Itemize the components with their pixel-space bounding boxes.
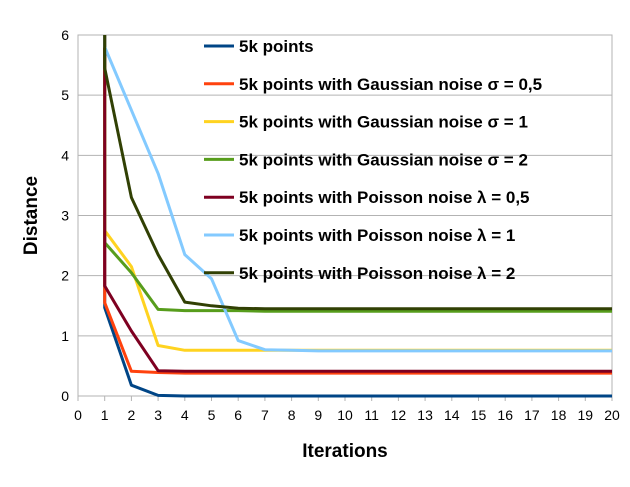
legend-label: 5k points: [239, 37, 314, 56]
series-lines: [103, 35, 612, 398]
x-tick-label: 1: [101, 407, 109, 423]
x-tick-label: 3: [154, 407, 162, 423]
x-tick-label: 7: [261, 407, 269, 423]
x-tick-label: 13: [417, 407, 433, 423]
x-tick-label: 20: [604, 407, 620, 423]
x-tick-label: 6: [234, 407, 242, 423]
x-tick-label: 12: [391, 407, 407, 423]
y-tick-label: 0: [61, 388, 69, 404]
y-axis-ticks: 0 1 2 3 4 5 6: [61, 27, 69, 404]
x-tick-label: 8: [288, 407, 296, 423]
series-line-7: [103, 35, 612, 311]
y-tick-label: 5: [61, 87, 69, 103]
legend-label: 5k points with Gaussian noise σ = 0,5: [239, 75, 542, 94]
x-tick-label: 15: [471, 407, 487, 423]
x-tick-label: 19: [578, 407, 594, 423]
series-line-2: [103, 35, 612, 375]
legend: 5k points 5k points with Gaussian noise σ…: [204, 37, 542, 283]
legend-label: 5k points with Poisson noise λ = 2: [239, 264, 515, 283]
y-axis-title: Distance: [21, 176, 42, 255]
x-tick-label: 2: [128, 407, 136, 423]
x-tick-label: 17: [524, 407, 540, 423]
series-line-6: [103, 35, 612, 353]
y-tick-label: 1: [61, 328, 69, 344]
x-axis-ticks: 0 1 2 3 4 5 6 7 8 9 10 11 12 13 14 15 16 17 18 19 20: [74, 396, 620, 423]
x-tick-label: 10: [337, 407, 353, 423]
x-tick-label: 18: [551, 407, 567, 423]
y-tick-label: 6: [61, 27, 69, 43]
legend-label: 5k points with Poisson noise λ = 1: [239, 226, 515, 245]
x-axis-title: Iterations: [302, 441, 388, 462]
legend-label: 5k points with Poisson noise λ = 0,5: [239, 188, 530, 207]
series-line-1: [103, 35, 612, 398]
legend-label: 5k points with Gaussian noise σ = 1: [239, 113, 528, 132]
y-tick-label: 4: [61, 147, 69, 163]
x-tick-label: 11: [364, 407, 379, 423]
series-line-4: [103, 35, 612, 313]
x-tick-label: 0: [74, 407, 82, 423]
x-tick-label: 9: [314, 407, 322, 423]
y-tick-label: 2: [61, 268, 69, 284]
legend-label: 5k points with Gaussian noise σ = 2: [239, 150, 528, 169]
x-tick-label: 16: [497, 407, 513, 423]
x-tick-label: 14: [444, 407, 460, 423]
series-line-5: [103, 35, 612, 373]
x-tick-label: 4: [181, 407, 189, 423]
y-tick-label: 3: [61, 208, 69, 224]
x-tick-label: 5: [208, 407, 216, 423]
